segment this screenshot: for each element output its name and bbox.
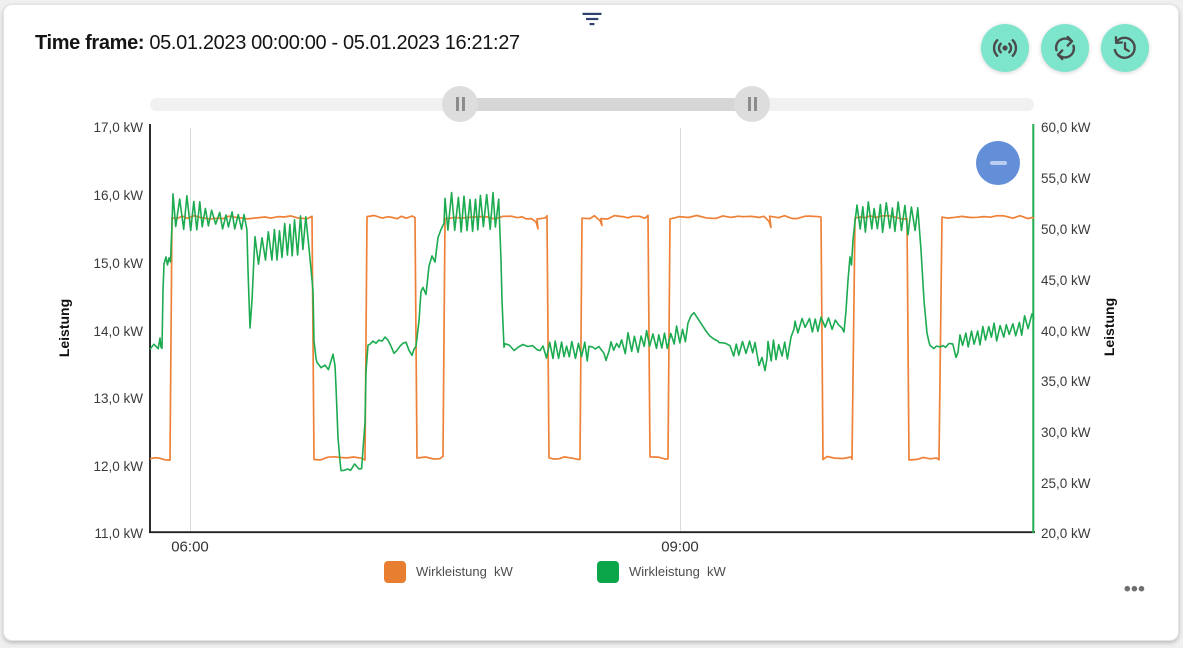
svg-text:16,0 kW: 16,0 kW: [93, 188, 143, 203]
svg-text:Leistung: Leistung: [56, 299, 72, 357]
svg-text:60,0 kW: 60,0 kW: [1041, 120, 1091, 135]
svg-text:45,0 kW: 45,0 kW: [1041, 273, 1091, 288]
svg-text:55,0 kW: 55,0 kW: [1041, 171, 1091, 186]
svg-text:50,0 kW: 50,0 kW: [1041, 222, 1091, 237]
svg-text:13,0 kW: 13,0 kW: [93, 391, 143, 406]
svg-text:20,0 kW: 20,0 kW: [1041, 526, 1091, 541]
svg-text:40,0 kW: 40,0 kW: [1041, 324, 1091, 339]
svg-text:Leistung: Leistung: [1101, 298, 1117, 356]
svg-text:35,0 kW: 35,0 kW: [1041, 374, 1091, 389]
svg-text:11,0 kW: 11,0 kW: [94, 526, 143, 541]
svg-text:09:00: 09:00: [661, 539, 699, 556]
svg-text:30,0 kW: 30,0 kW: [1041, 425, 1091, 440]
svg-text:15,0 kW: 15,0 kW: [93, 256, 143, 271]
svg-text:12,0 kW: 12,0 kW: [93, 459, 143, 474]
svg-text:17,0 kW: 17,0 kW: [93, 120, 143, 135]
svg-text:14,0 kW: 14,0 kW: [93, 324, 143, 339]
svg-text:06:00: 06:00: [171, 539, 209, 556]
svg-text:25,0 kW: 25,0 kW: [1041, 476, 1091, 491]
